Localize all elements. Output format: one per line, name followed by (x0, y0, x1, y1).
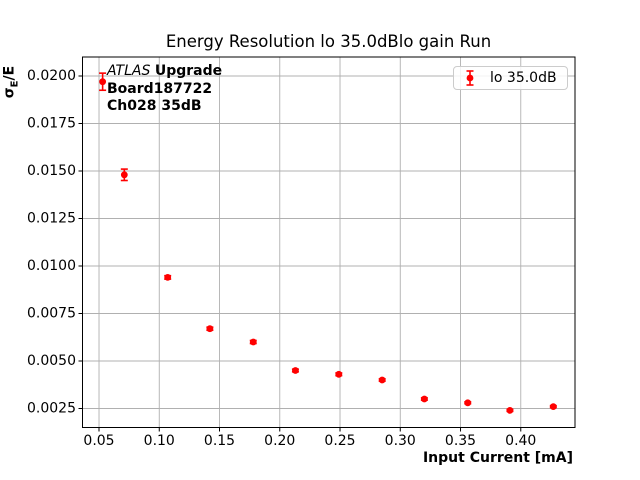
x-tick-label: 0.40 (505, 433, 536, 449)
data-point (464, 399, 472, 407)
data-point (420, 395, 428, 403)
data-point (292, 367, 299, 374)
data-point (164, 274, 172, 281)
data-point (506, 407, 514, 414)
y-tick-label: 0.0200 (27, 68, 76, 84)
y-axis-label: σE/E (2, 66, 21, 98)
y-tick-label: 0.0100 (27, 258, 76, 274)
x-tick-label: 0.10 (144, 433, 175, 449)
annotation-upgrade: Upgrade (154, 63, 223, 79)
y-tick-label: 0.0075 (27, 306, 76, 322)
x-axis-label: Input Current [mA] (422, 450, 573, 466)
legend-label: lo 35.0dB (490, 70, 557, 86)
y-tick-label: 0.0025 (27, 401, 76, 417)
x-tick-label: 0.15 (204, 433, 235, 449)
data-point (206, 325, 214, 333)
annotation-experiment: ATLAS (107, 63, 151, 79)
x-tick-label: 0.30 (385, 433, 416, 449)
data-point (378, 376, 386, 384)
y-tick-label: 0.0125 (27, 211, 76, 227)
annotation-line-2: Board187722 (107, 80, 213, 97)
annotation-line-1: ATLAS Upgrade (107, 63, 222, 81)
x-tick-label: 0.25 (324, 433, 355, 449)
data-point (335, 370, 343, 378)
x-tick-label: 0.05 (83, 433, 114, 449)
ylabel-rest: /E (1, 65, 18, 81)
chart-title: Energy Resolution lo 35.0dBlo gain Run (165, 32, 492, 51)
data-point (120, 171, 128, 179)
ylabel-sigma: σ (1, 87, 18, 99)
x-tick-label: 0.35 (445, 433, 476, 449)
x-tick-label: 0.20 (264, 433, 295, 449)
axes-frame (82, 56, 576, 428)
errorbar-marker-icon (466, 70, 474, 86)
legend: lo 35.0dB (453, 66, 568, 90)
data-point (249, 338, 257, 346)
annotation-line-3: Ch028 35dB (107, 98, 202, 114)
data-point (549, 403, 557, 410)
y-tick-label: 0.0050 (27, 353, 76, 369)
y-tick-label: 0.0175 (27, 116, 76, 132)
ylabel-subscript: E (9, 80, 21, 88)
annotation-block: ATLAS Upgrade Board187722 Ch028 35dB (107, 63, 222, 116)
data-point (99, 78, 107, 86)
y-tick-label: 0.0150 (27, 163, 76, 179)
